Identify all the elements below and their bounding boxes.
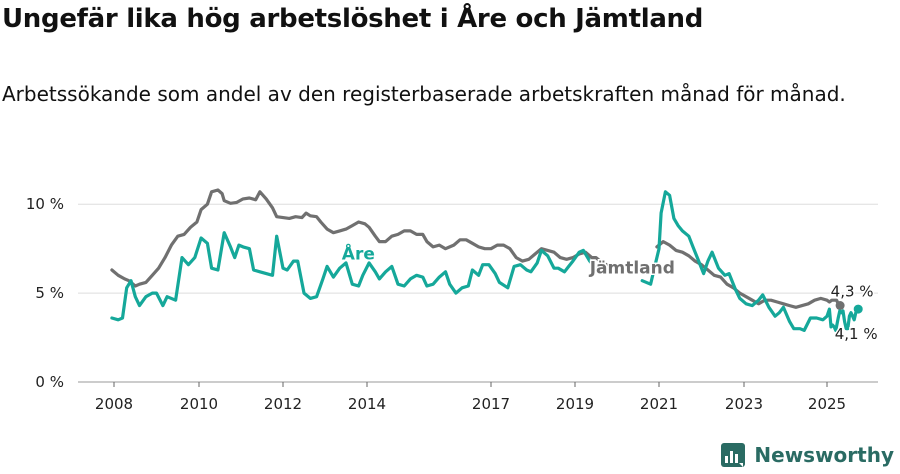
series-line-jamtland <box>110 188 609 288</box>
x-tick-label: 2025 <box>808 395 846 413</box>
y-axis-ticks: 0 % 5 % 10 % <box>26 195 64 391</box>
series-endpoint <box>853 304 863 314</box>
x-tick-label: 2008 <box>95 395 133 413</box>
series-line-are <box>110 231 609 322</box>
x-tick-label: 2010 <box>180 395 218 413</box>
newsworthy-icon <box>721 443 746 467</box>
series-label-jamtland: Jämtland <box>589 259 675 279</box>
series-line-are <box>640 190 860 332</box>
y-tick-label: 0 % <box>35 373 64 391</box>
x-tick-label: 2014 <box>348 395 386 413</box>
x-axis: 2008 2010 2012 2014 2017 2019 2021 2023 2025 <box>95 382 846 413</box>
x-tick-label: 2019 <box>556 395 594 413</box>
series-endpoint <box>835 301 845 311</box>
x-tick-label: 2012 <box>264 395 302 413</box>
y-tick-label: 10 % <box>26 195 64 213</box>
series-labels: Åre Jämtland 4,3 % 4,1 % <box>342 241 879 344</box>
end-label-are: 4,1 % <box>835 325 878 343</box>
series-label-are: Åre <box>342 241 375 264</box>
y-tick-label: 5 % <box>35 284 64 302</box>
brand-logo: Newsworthy <box>720 442 894 468</box>
series-lines <box>110 188 863 332</box>
x-tick-label: 2017 <box>472 395 510 413</box>
chart-subtitle: Arbetssökande som andel av den registerb… <box>2 82 846 106</box>
chart-title: Ungefär lika hög arbetslöshet i Åre och … <box>2 4 704 34</box>
x-tick-label: 2021 <box>640 395 678 413</box>
end-label-jamtland: 4,3 % <box>831 283 874 301</box>
brand-name: Newsworthy <box>754 443 894 467</box>
x-tick-label: 2023 <box>725 395 763 413</box>
gridlines <box>78 203 878 383</box>
series-line-jamtland <box>655 240 842 309</box>
